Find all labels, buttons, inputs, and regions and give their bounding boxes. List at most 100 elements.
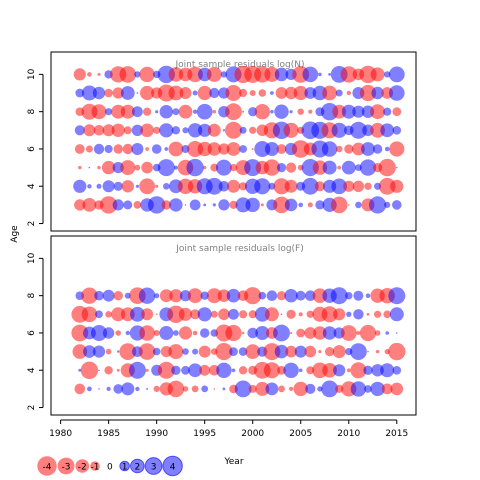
residual-bubble xyxy=(241,331,245,335)
residual-bubble xyxy=(297,108,304,115)
residual-bubble xyxy=(98,369,100,372)
residual-bubble xyxy=(145,147,150,151)
residual-bubble xyxy=(203,165,207,170)
residual-bubble xyxy=(87,184,92,189)
residual-bubble xyxy=(148,196,166,214)
residual-bubble xyxy=(317,386,323,392)
residual-bubble xyxy=(392,107,402,117)
residual-bubble xyxy=(96,183,102,189)
residual-bubble xyxy=(168,85,184,101)
residual-bubble xyxy=(161,200,171,210)
residual-bubble xyxy=(371,364,384,377)
residual-bubble xyxy=(169,198,183,212)
residual-bubble xyxy=(87,386,92,392)
x-tick-label: 2015 xyxy=(385,429,408,439)
residual-bubble xyxy=(95,310,103,319)
residual-bubble xyxy=(119,343,137,360)
residual-bubble xyxy=(258,89,267,97)
residual-bubble xyxy=(82,198,97,212)
residual-bubble xyxy=(380,123,395,138)
residual-bubble xyxy=(138,287,156,304)
residual-bubble xyxy=(278,385,285,393)
legend-label: -1 xyxy=(90,463,99,473)
residual-bubble xyxy=(120,104,135,119)
residual-bubble xyxy=(178,307,193,321)
residual-bubble xyxy=(134,164,141,171)
residual-bubble xyxy=(73,68,86,81)
residual-bubble xyxy=(284,289,298,303)
residual-bubble xyxy=(123,126,132,135)
residual-bubble xyxy=(346,311,352,317)
residual-bubble xyxy=(78,165,82,170)
residual-bubble xyxy=(74,144,85,154)
residual-bubble xyxy=(182,386,189,392)
x-tick-label: 1990 xyxy=(145,429,168,439)
residual-bubble xyxy=(92,86,106,100)
residual-bubble xyxy=(206,66,222,82)
residual-bubble xyxy=(389,85,405,101)
residual-bubble xyxy=(207,142,222,156)
x-tick-label: 2010 xyxy=(337,429,360,439)
legend-label: 1 xyxy=(122,463,128,473)
residual-bubble xyxy=(363,365,373,375)
residual-bubble xyxy=(274,67,289,82)
panel-n-y-axis: 2 4 6 8 10 xyxy=(27,68,44,226)
residual-bubble xyxy=(168,67,184,82)
residual-bubble xyxy=(140,123,154,138)
residual-bubble xyxy=(171,365,181,375)
residual-bubble xyxy=(321,306,338,323)
residual-bubble xyxy=(222,387,226,391)
residual-bubble xyxy=(305,383,316,394)
residual-bubble xyxy=(285,345,297,358)
legend-bubble xyxy=(75,459,90,473)
legend-bubble xyxy=(162,455,183,477)
residual-bubble xyxy=(209,87,220,99)
legend-bubble xyxy=(144,457,163,475)
residual-bubble xyxy=(225,103,242,121)
residual-bubble xyxy=(74,199,86,211)
residual-bubble xyxy=(333,364,346,377)
residual-bubble xyxy=(350,343,367,360)
residual-bubble xyxy=(275,87,288,99)
residual-bubble xyxy=(389,141,405,157)
residual-bubble xyxy=(270,91,274,95)
residual-bubble xyxy=(81,85,97,101)
residual-bubble xyxy=(93,125,105,136)
residual-bubble xyxy=(322,363,337,378)
residual-bubble xyxy=(164,147,169,151)
residual-bubble xyxy=(260,203,264,207)
residual-bubble xyxy=(332,345,346,359)
residual-bubble xyxy=(143,107,152,116)
residual-bubble xyxy=(197,141,212,157)
panel-f-bubbles xyxy=(71,287,406,398)
residual-bubble xyxy=(218,199,230,211)
residual-bubble xyxy=(384,71,391,78)
residual-bubble xyxy=(289,110,293,114)
residual-bubble xyxy=(173,165,178,170)
residual-bubble xyxy=(374,310,382,318)
residual-bubble xyxy=(264,142,279,156)
residual-bubble xyxy=(290,331,293,335)
residual-bubble xyxy=(328,73,331,76)
residual-bubble xyxy=(187,288,203,304)
residual-bubble xyxy=(71,324,89,342)
residual-bubble xyxy=(307,202,313,208)
panel-f-title: Joint sample residuals log(F) xyxy=(175,244,303,254)
residual-bubble xyxy=(187,123,203,138)
residual-bubble xyxy=(313,326,327,340)
residual-bubble xyxy=(374,330,381,336)
residual-bubble xyxy=(283,122,299,138)
residual-bubble xyxy=(120,86,135,100)
residual-bubble xyxy=(345,292,353,300)
residual-bubble xyxy=(245,344,261,359)
residual-bubble xyxy=(392,126,402,135)
residual-bubble xyxy=(151,144,162,154)
residual-bubble xyxy=(122,143,133,155)
residual-bubble xyxy=(225,121,242,139)
residual-bubble xyxy=(355,201,362,209)
residual-bubble xyxy=(81,287,98,304)
residual-bubble xyxy=(384,146,390,152)
x-tick-label: 1995 xyxy=(193,429,216,439)
residual-bubble xyxy=(330,287,348,305)
residual-bubble xyxy=(119,66,137,83)
